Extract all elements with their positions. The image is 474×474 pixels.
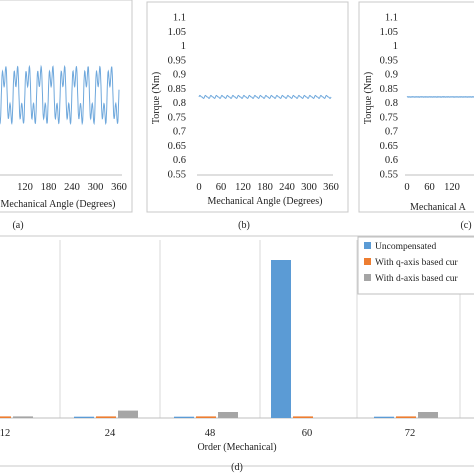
panel-b-y-tick: 0.7	[173, 127, 186, 138]
panel-a-torque-line	[0, 64, 120, 126]
panel-a: 120 180 240 300 360 Mechanical Angle (Degree…	[0, 0, 133, 213]
panel-a-x-tick: 120	[17, 182, 33, 193]
panel-c-x-tick: 0	[404, 182, 409, 193]
panel-c-y-tick: 1.1	[385, 13, 398, 24]
panel-b-y-tick: 1.05	[168, 27, 186, 38]
panel-b-x-tick: 360	[323, 182, 339, 193]
panel-a-frame	[0, 0, 133, 213]
panel-c: 0.55 0.6 0.65 0.7 0.75 0.8 0.85 0.9 0.95 1 1.05 1.1…	[358, 1, 474, 213]
panel-b-x-tick: 180	[257, 182, 273, 193]
panel-b: 0.55 0.6 0.65 0.7 0.75 0.8 0.85 0.9 0.95 1 1.05 1.1…	[146, 1, 349, 213]
panel-b-y-axis-title: Torque (Nm)	[151, 72, 162, 124]
panel-b-y-tick: 0.9	[173, 70, 186, 81]
bar-with-q-axis-based-cur-order-72	[396, 416, 416, 418]
panel-c-y-tick: 0.8	[385, 98, 398, 109]
bar-with-q-axis-based-cur-order-48	[196, 416, 216, 418]
panel-d-legend: Uncompensated With q-axis based cur With d…	[357, 236, 474, 295]
panel-c-y-tick: 0.75	[380, 112, 398, 123]
legend-swatch	[364, 242, 371, 249]
panel-b-y-tick: 0.95	[168, 55, 186, 66]
legend-label: Uncompensated	[375, 242, 436, 252]
caption-b: (b)	[238, 220, 250, 231]
panel-d-x-tick: 12	[0, 428, 10, 439]
panel-c-x-axis-title: Mechanical A	[410, 202, 467, 213]
panel-b-y-tick: 1	[181, 41, 186, 52]
panel-c-y-axis-title: Torque (Nm)	[363, 72, 374, 124]
legend-label: With q-axis based cur	[375, 258, 459, 268]
panel-b-y-tick: 0.75	[168, 112, 186, 123]
bar-with-q-axis-based-cur-order-60	[293, 416, 313, 418]
panel-b-x-tick: 0	[196, 182, 201, 193]
panel-b-y-tick: 0.85	[168, 84, 186, 95]
panel-b-frame	[146, 1, 349, 213]
legend-swatch	[364, 274, 371, 281]
panel-b-x-axis-title: Mechanical Angle (Degrees)	[208, 196, 323, 207]
panel-a-x-tick: 180	[41, 182, 57, 193]
caption-a: (a)	[12, 220, 23, 231]
bar-with-d-axis-based-cur-order-72	[418, 412, 438, 418]
panel-c-y-tick: 0.85	[380, 84, 398, 95]
panel-b-x-tick: 240	[279, 182, 295, 193]
panel-c-torque-line	[406, 95, 474, 98]
panel-b-y-tick: 0.55	[168, 170, 186, 181]
panel-a-x-tick-labels: 120 180 240 300 360	[17, 182, 127, 193]
bar-with-q-axis-based-cur-order-12	[0, 416, 11, 418]
panel-b-x-tick-labels: 0 60 120 180 240 300 360	[196, 182, 339, 193]
panel-d-frame	[0, 235, 474, 467]
bar-with-q-axis-based-cur-order-24	[96, 416, 116, 418]
panel-d-x-tick: 60	[302, 428, 313, 439]
panel-c-y-tick: 0.95	[380, 55, 398, 66]
panel-b-x-tick: 300	[301, 182, 317, 193]
panel-c-x-tick-labels: 0 60 120	[404, 182, 460, 193]
panel-d-x-tick: 24	[105, 428, 116, 439]
panel-b-torque-line	[198, 94, 332, 99]
bar-with-d-axis-based-cur-order-24	[118, 410, 138, 418]
panel-c-x-tick: 60	[424, 182, 435, 193]
panel-c-y-tick: 0.7	[385, 127, 398, 138]
panel-a-x-tick: 300	[88, 182, 104, 193]
bar-with-d-axis-based-cur-order-48	[218, 412, 238, 418]
bar-with-d-axis-based-cur-order-12	[13, 416, 33, 418]
panel-d-bars	[0, 260, 438, 418]
panel-b-x-tick: 60	[216, 182, 227, 193]
panel-d-x-axis-title: Order (Mechanical)	[197, 442, 276, 453]
panel-d-x-tick-labels: 12 24 48 60 72	[0, 428, 415, 439]
panel-d-x-tick: 72	[405, 428, 416, 439]
legend-label: With d-axis based cur	[375, 274, 459, 284]
panel-d-x-tick: 48	[205, 428, 216, 439]
panel-c-frame	[358, 1, 474, 213]
bar-uncompensated-order-24	[74, 416, 94, 418]
panel-b-x-tick: 120	[235, 182, 251, 193]
bar-uncompensated-order-60	[271, 260, 291, 418]
panel-b-y-tick: 0.65	[168, 141, 186, 152]
panel-b-y-tick: 0.8	[173, 98, 186, 109]
legend-swatch	[364, 258, 371, 265]
panel-a-x-tick: 360	[111, 182, 127, 193]
panel-d: 12 24 48 60 72 Order (Mechanical) Uncompensa…	[0, 235, 474, 467]
caption-d: (d)	[231, 462, 243, 473]
panel-a-x-tick: 240	[64, 182, 80, 193]
panel-b-y-tick: 1.1	[173, 13, 186, 24]
panel-b-y-tick-labels: 0.55 0.6 0.65 0.7 0.75 0.8 0.85 0.9 0.95 1 1.05 1.1	[168, 13, 186, 181]
panel-a-x-axis-title: Mechanical Angle (Degrees)	[1, 199, 116, 210]
bar-uncompensated-order-48	[174, 416, 194, 418]
panel-c-y-tick-labels: 0.55 0.6 0.65 0.7 0.75 0.8 0.85 0.9 0.95 1 1.05 1.1	[380, 13, 398, 181]
panel-c-y-tick: 0.55	[380, 170, 398, 181]
panel-c-y-tick: 0.65	[380, 141, 398, 152]
panel-c-x-tick: 120	[444, 182, 460, 193]
panel-c-y-tick: 1.05	[380, 27, 398, 38]
bar-uncompensated-order-72	[374, 416, 394, 418]
panel-c-y-tick: 1	[393, 41, 398, 52]
panel-b-y-tick: 0.6	[173, 155, 186, 166]
panel-c-y-tick: 0.6	[385, 155, 398, 166]
caption-c: (c)	[460, 220, 471, 231]
legend-box	[357, 236, 474, 295]
panel-c-y-tick: 0.9	[385, 70, 398, 81]
